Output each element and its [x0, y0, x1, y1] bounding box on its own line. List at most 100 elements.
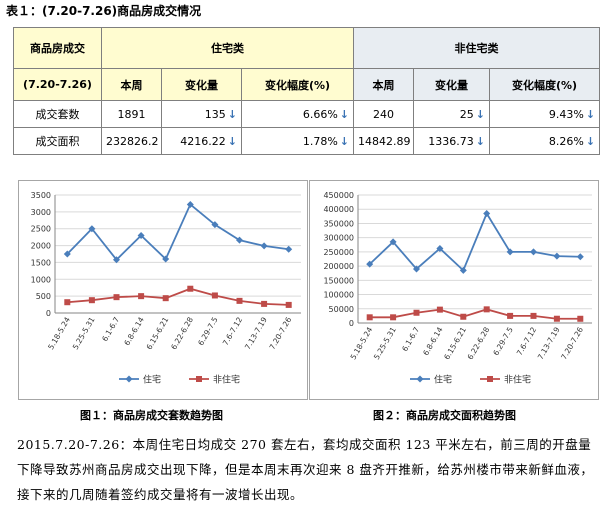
data-point [285, 301, 292, 308]
y-tick-label: 0 [46, 309, 51, 318]
legend-marker [125, 375, 133, 383]
y-tick-label: 1500 [31, 258, 51, 267]
x-tick-label: 6.15-6.21 [442, 325, 468, 361]
res-rate-cell: 6.66% ↓ [241, 100, 354, 128]
res-change-cell: 4216.22 ↓ [161, 127, 242, 155]
res-week-cell: 1891 [101, 100, 162, 128]
down-arrow-icon: ↓ [227, 134, 237, 148]
data-point [88, 225, 96, 233]
non-change-cell: 1336.73 ↓ [413, 127, 490, 155]
figure-caption-units: 图１：商品房成交套数趋势图 [80, 409, 223, 422]
non-rate-cell: 8.26% ↓ [488, 127, 601, 155]
y-tick-label: 3500 [31, 191, 51, 200]
x-tick-label: 7.6-7.12 [221, 315, 245, 347]
col-header-week: 本周 [353, 68, 414, 101]
x-tick-label: 6.29-7.5 [196, 315, 220, 347]
y-tick-label: 100000 [323, 291, 354, 300]
x-tick-label: 5.25-5.31 [372, 325, 398, 361]
y-tick-label: 350000 [323, 219, 354, 228]
series-line-nonresidential [67, 287, 289, 306]
group-header-residential: 住宅类 [101, 27, 354, 69]
data-point [211, 292, 218, 299]
non-change-cell: 25 ↓ [413, 100, 490, 128]
col-header-rate: 变化幅度(%) [241, 68, 354, 101]
period-header: (7.20-7.26) [13, 68, 102, 101]
data-point [64, 299, 71, 306]
x-tick-label: 5.18-5.24 [349, 325, 375, 361]
y-tick-label: 400000 [323, 205, 354, 214]
x-tick-label: 6.29-7.5 [491, 325, 515, 357]
x-tick-label: 7.13-7.19 [536, 325, 562, 361]
data-point [187, 285, 194, 292]
y-tick-label: 1000 [31, 275, 51, 284]
x-tick-label: 7.13-7.19 [243, 315, 269, 351]
data-point [260, 242, 268, 250]
y-tick-label: 250000 [323, 248, 354, 257]
area-trend-chart: 0 50000 100000 150000 200000 250000 300000 3500… [309, 180, 599, 400]
x-tick-label: 7.6-7.12 [515, 325, 539, 357]
units-trend-svg: 0 500 1000 1500 2000 2500 3000 3500 5.18-5.245.2… [31, 191, 301, 386]
col-header-week: 本周 [101, 68, 162, 101]
data-point [460, 313, 467, 320]
y-tick-label: 2500 [31, 225, 51, 234]
data-point [530, 248, 537, 256]
data-point [483, 209, 491, 217]
x-tick-label: 7.20-7.26 [268, 315, 294, 351]
data-point [459, 266, 467, 274]
data-point [137, 231, 145, 239]
data-point [113, 256, 120, 264]
table-title: 表１：(7.20-7.26)商品房成交情况 [6, 4, 202, 18]
y-tick-label: 450000 [323, 191, 354, 200]
area-trend-svg: 0 50000 100000 150000 200000 250000 300000 3500… [323, 191, 592, 386]
x-tick-label: 6.1-6.7 [100, 315, 121, 343]
down-arrow-icon: ↓ [227, 107, 237, 121]
table-corner-header: 商品房成交 [13, 27, 102, 69]
data-point [236, 236, 243, 244]
legend-label: 住宅 [143, 374, 161, 386]
down-arrow-icon: ↓ [339, 134, 349, 148]
data-point [366, 260, 374, 268]
data-point [366, 314, 373, 321]
col-header-rate: 变化幅度(%) [488, 68, 601, 101]
data-point [389, 238, 397, 246]
down-arrow-icon: ↓ [475, 107, 485, 121]
summary-paragraph: 2015.7.20-7.26：本周住宅日均成交 270 套左右，套均成交面积 1… [17, 437, 594, 502]
y-tick-label: 300000 [323, 234, 354, 243]
y-tick-label: 150000 [323, 276, 354, 285]
x-tick-label: 6.22-6.28 [169, 315, 195, 351]
data-point [413, 309, 420, 316]
figure-caption-area: 图２：商品房成交面积趋势图 [373, 409, 516, 422]
data-point [138, 293, 145, 300]
row-label: 成交套数 [13, 100, 102, 128]
y-tick-label: 3000 [31, 208, 51, 217]
y-tick-label: 0 [349, 319, 354, 328]
down-arrow-icon: ↓ [339, 107, 349, 121]
data-point [413, 265, 420, 273]
legend-label: 非住宅 [504, 374, 531, 386]
down-arrow-icon: ↓ [585, 134, 596, 148]
data-point [553, 252, 561, 260]
data-point [576, 253, 584, 261]
data-point [507, 312, 514, 319]
x-tick-label: 6.8-6.14 [421, 325, 445, 357]
y-tick-label: 50000 [329, 305, 354, 314]
series-line-nonresidential [369, 308, 581, 320]
x-tick-label: 6.1-6.7 [400, 325, 421, 353]
res-change-cell: 135 ↓ [161, 100, 242, 128]
y-tick-label: 500 [36, 292, 51, 301]
series-line-residential [369, 211, 581, 272]
x-tick-label: 5.18-5.24 [46, 315, 72, 351]
data-point [88, 297, 95, 304]
res-rate-cell: 1.78% ↓ [241, 127, 354, 155]
x-tick-label: 7.20-7.26 [559, 325, 585, 361]
data-point [285, 245, 293, 253]
non-week-cell: 240 [353, 100, 414, 128]
data-point [577, 315, 584, 322]
down-arrow-icon: ↓ [475, 134, 485, 148]
data-point [186, 200, 194, 208]
data-point [261, 300, 268, 307]
data-point [553, 315, 560, 322]
data-point [63, 250, 71, 258]
legend-marker [196, 376, 202, 382]
y-tick-label: 200000 [323, 262, 354, 271]
